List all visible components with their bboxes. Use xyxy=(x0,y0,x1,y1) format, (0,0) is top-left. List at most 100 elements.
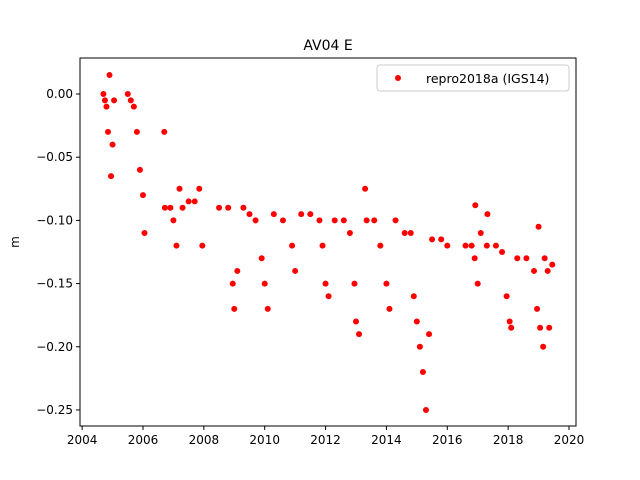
data-point xyxy=(173,242,180,249)
data-points xyxy=(100,72,556,413)
data-point xyxy=(346,230,353,237)
y-tick-label: −0.10 xyxy=(36,213,73,227)
data-point xyxy=(540,343,547,350)
legend-box xyxy=(376,64,570,92)
data-point xyxy=(462,242,469,249)
data-point xyxy=(371,217,378,224)
x-tick-label: 2014 xyxy=(371,433,402,447)
data-point xyxy=(544,267,551,274)
data-point xyxy=(225,204,232,211)
x-tick-label: 2012 xyxy=(310,433,341,447)
data-point xyxy=(410,293,417,300)
data-point xyxy=(139,192,146,199)
data-point xyxy=(167,204,174,211)
plot-frame xyxy=(79,57,577,427)
data-point xyxy=(531,267,538,274)
data-point xyxy=(549,261,556,268)
data-point xyxy=(292,267,299,274)
x-tick-label: 2010 xyxy=(249,433,280,447)
data-point xyxy=(426,331,433,338)
data-point xyxy=(104,128,111,135)
data-point xyxy=(101,97,108,104)
y-tick-label: −0.25 xyxy=(36,403,73,417)
y-tick-label: −0.20 xyxy=(36,340,73,354)
data-point xyxy=(231,305,238,312)
x-tick-label: 2006 xyxy=(128,433,159,447)
y-tick-label: −0.15 xyxy=(36,277,73,291)
data-point xyxy=(401,230,408,237)
data-point xyxy=(141,230,148,237)
data-point xyxy=(377,242,384,249)
x-tick-label: 2008 xyxy=(189,433,220,447)
data-point xyxy=(240,204,247,211)
data-point xyxy=(438,236,445,243)
data-point xyxy=(109,141,116,148)
x-tick-label: 2016 xyxy=(432,433,463,447)
data-point xyxy=(471,255,478,262)
data-point xyxy=(108,173,115,180)
y-tick-label: −0.05 xyxy=(36,150,73,164)
data-point xyxy=(270,211,277,218)
x-tick-label: 2020 xyxy=(554,433,585,447)
data-point xyxy=(127,97,134,104)
data-point xyxy=(298,211,305,218)
data-point xyxy=(106,72,113,79)
data-point xyxy=(444,242,451,249)
data-point xyxy=(356,331,363,338)
data-point xyxy=(264,305,271,312)
data-point xyxy=(419,369,426,376)
data-point xyxy=(170,217,177,224)
data-point xyxy=(161,204,168,211)
data-point xyxy=(429,236,436,243)
y-axis-label: m xyxy=(8,236,22,248)
data-point xyxy=(161,128,168,135)
data-point xyxy=(252,217,259,224)
data-point xyxy=(383,280,390,287)
data-point xyxy=(136,166,143,173)
data-point xyxy=(216,204,223,211)
data-point xyxy=(325,293,332,300)
y-tick-label: 0.00 xyxy=(46,87,73,101)
data-point xyxy=(386,305,393,312)
legend-label: repro2018a (IGS14) xyxy=(426,71,549,86)
data-point xyxy=(506,318,513,325)
data-point xyxy=(483,242,490,249)
data-point xyxy=(541,255,548,262)
data-point xyxy=(185,198,192,205)
data-point xyxy=(468,242,475,249)
data-point xyxy=(176,185,183,192)
data-point xyxy=(340,217,347,224)
data-point xyxy=(534,305,541,312)
data-point xyxy=(258,255,265,262)
chart-title: AV04 E xyxy=(303,38,352,54)
data-point xyxy=(111,97,118,104)
data-point xyxy=(316,217,323,224)
data-point xyxy=(103,103,110,110)
data-point xyxy=(307,211,314,218)
data-point xyxy=(191,198,198,205)
data-point xyxy=(322,280,329,287)
data-point xyxy=(392,217,399,224)
data-point xyxy=(422,406,429,413)
data-point xyxy=(331,217,338,224)
data-point xyxy=(351,280,358,287)
data-point xyxy=(514,255,521,262)
data-point xyxy=(472,202,479,209)
data-point xyxy=(289,242,296,249)
data-point xyxy=(363,217,370,224)
axis-ticks: 2004 2006 2008 2010 2012 2014 2016 2018 2020 0.00… xyxy=(36,87,584,447)
data-point xyxy=(413,318,420,325)
data-point xyxy=(352,318,359,325)
data-point xyxy=(477,230,484,237)
data-point xyxy=(124,91,131,98)
data-point xyxy=(229,280,236,287)
data-point xyxy=(179,204,186,211)
data-point xyxy=(474,280,481,287)
data-point xyxy=(546,324,553,331)
data-point xyxy=(246,211,253,218)
data-point xyxy=(100,91,107,98)
data-point xyxy=(130,103,137,110)
x-tick-label: 2004 xyxy=(67,433,98,447)
data-point xyxy=(199,242,206,249)
